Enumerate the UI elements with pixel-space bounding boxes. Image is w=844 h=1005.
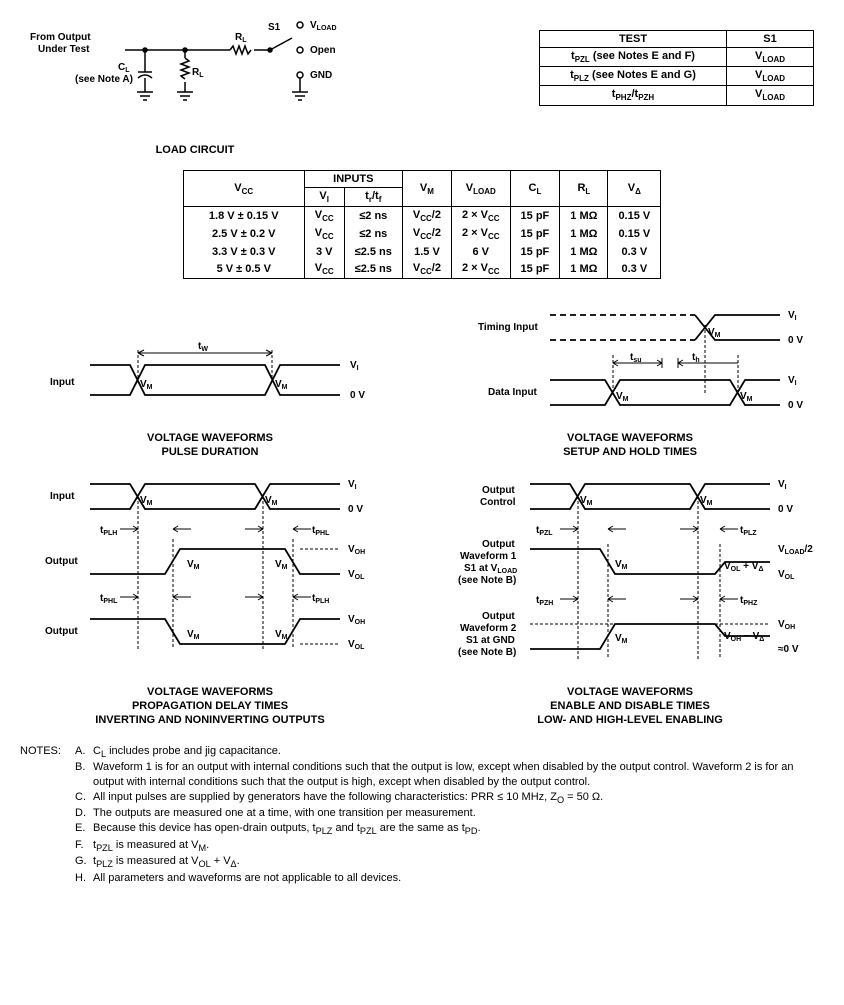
svg-text:VI: VI <box>788 375 797 387</box>
table-row: 2.5 V ± 0.2 VVCC≤2 nsVCC/22 × VCC15 pF1 … <box>183 225 661 243</box>
svg-text:RL: RL <box>235 32 247 44</box>
svg-text:RL: RL <box>192 67 204 79</box>
svg-text:GND: GND <box>310 70 332 81</box>
svg-text:th: th <box>692 352 700 364</box>
svg-text:VOL + VΔ: VOL + VΔ <box>724 561 764 573</box>
wave-setup-hold: Timing Input Data Input tsu th VM VM VM … <box>420 295 840 460</box>
notes-section: NOTES:A.CL includes probe and jig capaci… <box>20 744 824 886</box>
svg-text:tPHL: tPHL <box>312 525 330 537</box>
svg-text:VM: VM <box>140 495 153 507</box>
svg-text:VM: VM <box>700 495 713 507</box>
svg-text:S1: S1 <box>268 22 281 33</box>
svg-text:Output: Output <box>482 539 515 550</box>
svg-text:VM: VM <box>265 495 278 507</box>
svg-text:VM: VM <box>708 327 721 339</box>
svg-text:VM: VM <box>187 559 200 571</box>
svg-text:Input: Input <box>50 491 75 502</box>
svg-text:Data Input: Data Input <box>488 387 538 398</box>
svg-text:VM: VM <box>187 629 200 641</box>
svg-text:VM: VM <box>140 379 153 391</box>
svg-text:VOL: VOL <box>348 569 365 581</box>
svg-text:0 V: 0 V <box>788 335 803 346</box>
svg-text:Output: Output <box>45 626 78 637</box>
svg-text:VM: VM <box>275 559 288 571</box>
svg-text:tPZH: tPZH <box>536 595 553 607</box>
note-row: H.All parameters and waveforms are not a… <box>20 871 824 886</box>
svg-text:Control: Control <box>480 497 516 508</box>
svg-text:(see Note B): (see Note B) <box>458 575 516 586</box>
waveforms-grid: Input tW VM VM VI 0 V VOLTAGE WAVEFORMSP… <box>20 295 824 728</box>
svg-text:Input: Input <box>50 377 75 388</box>
svg-text:0 V: 0 V <box>778 504 793 515</box>
svg-text:VI: VI <box>350 360 359 372</box>
note-row: E.Because this device has open-drain out… <box>20 821 824 838</box>
svg-text:Waveform 1: Waveform 1 <box>460 551 517 562</box>
svg-text:S1 at GND: S1 at GND <box>466 635 515 646</box>
svg-text:(see Note A): (see Note A) <box>75 74 133 85</box>
parameters-table: VCC INPUTS VM VLOAD CL RL VΔ VI tr/tf 1.… <box>183 170 662 279</box>
svg-text:Output: Output <box>482 485 515 496</box>
svg-text:VM: VM <box>275 379 288 391</box>
svg-text:0 V: 0 V <box>788 400 803 411</box>
note-row: C.All input pulses are supplied by gener… <box>20 790 824 807</box>
svg-text:VM: VM <box>275 629 288 641</box>
circuit-svg: From Output Under Test <box>20 10 370 140</box>
top-row: From Output Under Test <box>20 10 824 156</box>
svg-text:VOH: VOH <box>348 614 365 626</box>
circuit-caption: LOAD CIRCUIT <box>20 144 370 156</box>
svg-text:VLOAD/2: VLOAD/2 <box>778 544 813 556</box>
svg-text:Timing Input: Timing Input <box>478 322 538 333</box>
svg-text:VI: VI <box>348 479 357 491</box>
svg-text:tW: tW <box>198 341 208 353</box>
svg-text:VOH: VOH <box>348 544 365 556</box>
svg-text:VM: VM <box>580 495 593 507</box>
table-row: 1.8 V ± 0.15 VVCC≤2 nsVCC/22 × VCC15 pF1… <box>183 207 661 226</box>
svg-text:VM: VM <box>615 633 628 645</box>
svg-text:VOH: VOH <box>778 619 795 631</box>
test-s1-table: TESTS1 tPZL (see Notes E and F) VLOAD tP… <box>539 30 814 106</box>
wave-propagation-delay: Input Output Output VM VM VM VM VM VM tP… <box>20 469 400 727</box>
note-row: B.Waveform 1 is for an output with inter… <box>20 760 824 790</box>
svg-text:CL: CL <box>118 62 130 74</box>
svg-text:tPLZ: tPLZ <box>740 525 757 537</box>
svg-text:VM: VM <box>740 391 753 403</box>
svg-text:VM: VM <box>616 391 629 403</box>
note-row: F.tPZL is measured at VM. <box>20 838 824 855</box>
svg-text:Waveform 2: Waveform 2 <box>460 623 517 634</box>
svg-text:VI: VI <box>788 310 797 322</box>
svg-text:tPHL: tPHL <box>100 593 118 605</box>
svg-text:VOL: VOL <box>778 569 795 581</box>
svg-text:VM: VM <box>615 559 628 571</box>
svg-text:tPLH: tPLH <box>100 525 117 537</box>
svg-text:VOH − VΔ: VOH − VΔ <box>724 631 764 643</box>
table-row: 3.3 V ± 0.3 V3 V≤2.5 ns1.5 V6 V15 pF1 MΩ… <box>183 244 661 260</box>
wave-enable-disable: Output Control Output Waveform 1 S1 at V… <box>420 469 840 727</box>
svg-text:Under Test: Under Test <box>38 44 90 55</box>
svg-text:Open: Open <box>310 45 336 56</box>
svg-text:VLOAD: VLOAD <box>310 20 337 32</box>
svg-text:tPHZ: tPHZ <box>740 595 758 607</box>
svg-text:tPZL: tPZL <box>536 525 553 537</box>
svg-text:Output: Output <box>45 556 78 567</box>
table-row: 5 V ± 0.5 VVCC≤2.5 nsVCC/22 × VCC15 pF1 … <box>183 260 661 279</box>
note-row: G.tPLZ is measured at VOL + VΔ. <box>20 854 824 871</box>
svg-text:0 V: 0 V <box>350 390 365 401</box>
svg-text:≈0 V: ≈0 V <box>778 644 799 655</box>
svg-text:From Output: From Output <box>30 32 91 43</box>
svg-text:tPLH: tPLH <box>312 593 329 605</box>
svg-text:(see Note B): (see Note B) <box>458 647 516 658</box>
load-circuit: From Output Under Test <box>20 10 370 156</box>
svg-text:tsu: tsu <box>630 352 642 364</box>
svg-text:VI: VI <box>778 479 787 491</box>
svg-text:S1 at VLOAD: S1 at VLOAD <box>464 563 517 575</box>
svg-text:Output: Output <box>482 611 515 622</box>
note-row: NOTES:A.CL includes probe and jig capaci… <box>20 744 824 761</box>
note-row: D.The outputs are measured one at a time… <box>20 806 824 821</box>
svg-text:0 V: 0 V <box>348 504 363 515</box>
wave-pulse-duration: Input tW VM VM VI 0 V VOLTAGE WAVEFORMSP… <box>20 295 400 460</box>
svg-text:VOL: VOL <box>348 639 365 651</box>
